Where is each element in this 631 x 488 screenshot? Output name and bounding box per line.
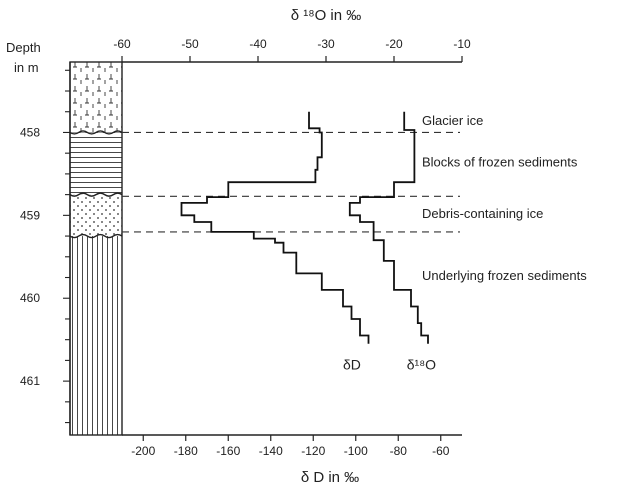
bottom-tick-label-3: -160 <box>216 444 240 458</box>
depth-tick-label-2: 459 <box>20 208 40 222</box>
top-axis-label: δ ¹⁸O in ‰ <box>291 7 362 24</box>
column-layer-3 <box>70 194 122 237</box>
depth-axis-label-line2: in m <box>14 60 39 75</box>
column-boundary-2 <box>69 192 123 197</box>
bottom-tick-label-2: -180 <box>174 444 198 458</box>
top-tick-label-2: -50 <box>181 37 199 51</box>
annotation-4: Underlying frozen sediments <box>422 268 587 283</box>
bottom-tick-label-7: -80 <box>390 444 408 458</box>
annotation-1: Glacier ice <box>422 113 483 128</box>
column-boundary-1 <box>69 130 123 135</box>
layer-annotations: Glacier ice Blocks of frozen sediments Deb… <box>422 113 587 283</box>
series-label-2: δ¹⁸O <box>407 357 436 373</box>
series-line-2 <box>348 111 429 344</box>
column-layer-2 <box>70 132 122 195</box>
bottom-tick-label-5: -120 <box>301 444 325 458</box>
bottom-axis-label: δ D in ‰ <box>301 469 359 486</box>
top-tick-label-1: -60 <box>113 37 131 51</box>
chart-axes: -60 -50 -40 -30 -20 -10 -200 -180 -160 -140 -120 -1… <box>20 37 471 458</box>
bottom-tick-label-8: -60 <box>432 444 450 458</box>
column-layer-4 <box>70 236 122 435</box>
top-tick-label-5: -20 <box>385 37 403 51</box>
depth-tick-label-3: 460 <box>20 291 40 305</box>
annotation-3: Debris-containing ice <box>422 206 543 221</box>
top-tick-label-4: -30 <box>317 37 335 51</box>
top-tick-label-3: -40 <box>249 37 267 51</box>
depth-tick-label-1: 458 <box>20 125 40 139</box>
bottom-tick-label-1: -200 <box>131 444 155 458</box>
bottom-tick-label-6: -100 <box>344 444 368 458</box>
chart-series <box>180 111 429 344</box>
bottom-tick-label-4: -140 <box>259 444 283 458</box>
column-boundary-3 <box>69 233 123 239</box>
depth-axis-label-line1: Depth <box>6 40 41 55</box>
series-labels: δD δ¹⁸O <box>343 357 436 373</box>
annotation-2: Blocks of frozen sediments <box>422 154 578 169</box>
layer-boundaries <box>122 131 460 233</box>
stratigraphic-column <box>69 61 123 436</box>
depth-tick-label-4: 461 <box>20 374 40 388</box>
top-tick-label-6: -10 <box>453 37 471 51</box>
series-label-1: δD <box>343 357 361 373</box>
column-layer-1 <box>70 62 122 133</box>
series-line-1 <box>180 111 370 344</box>
